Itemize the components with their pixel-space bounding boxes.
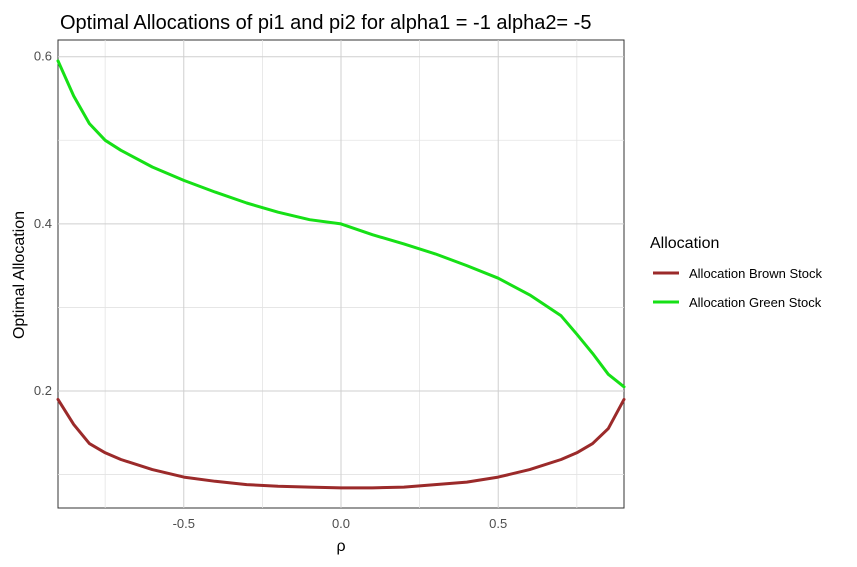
y-tick-label: 0.6 xyxy=(34,49,52,64)
grid xyxy=(58,40,624,508)
legend-title: Allocation xyxy=(650,235,719,252)
chart-title: Optimal Allocations of pi1 and pi2 for a… xyxy=(60,12,591,34)
x-tick-label: 0.5 xyxy=(489,516,507,531)
y-axis-ticks: 0.2 0.4 0.6 xyxy=(34,49,52,398)
series-line-brown xyxy=(56,397,626,490)
x-axis-ticks: -0.5 0.0 0.5 xyxy=(173,516,508,531)
series-line-green xyxy=(56,59,626,389)
series-lines xyxy=(56,59,626,490)
legend-label-green: Allocation Green Stock xyxy=(689,295,822,310)
y-axis-label: Optimal Allocation xyxy=(11,211,28,339)
plot-area xyxy=(56,39,626,509)
x-tick-label: -0.5 xyxy=(173,516,195,531)
y-tick-label: 0.2 xyxy=(34,383,52,398)
x-axis-label: ρ xyxy=(336,538,345,555)
legend: Allocation Allocation Brown Stock Alloca… xyxy=(650,235,822,310)
y-tick-label: 0.4 xyxy=(34,216,52,231)
legend-label-brown: Allocation Brown Stock xyxy=(689,266,822,281)
x-tick-label: 0.0 xyxy=(332,516,350,531)
